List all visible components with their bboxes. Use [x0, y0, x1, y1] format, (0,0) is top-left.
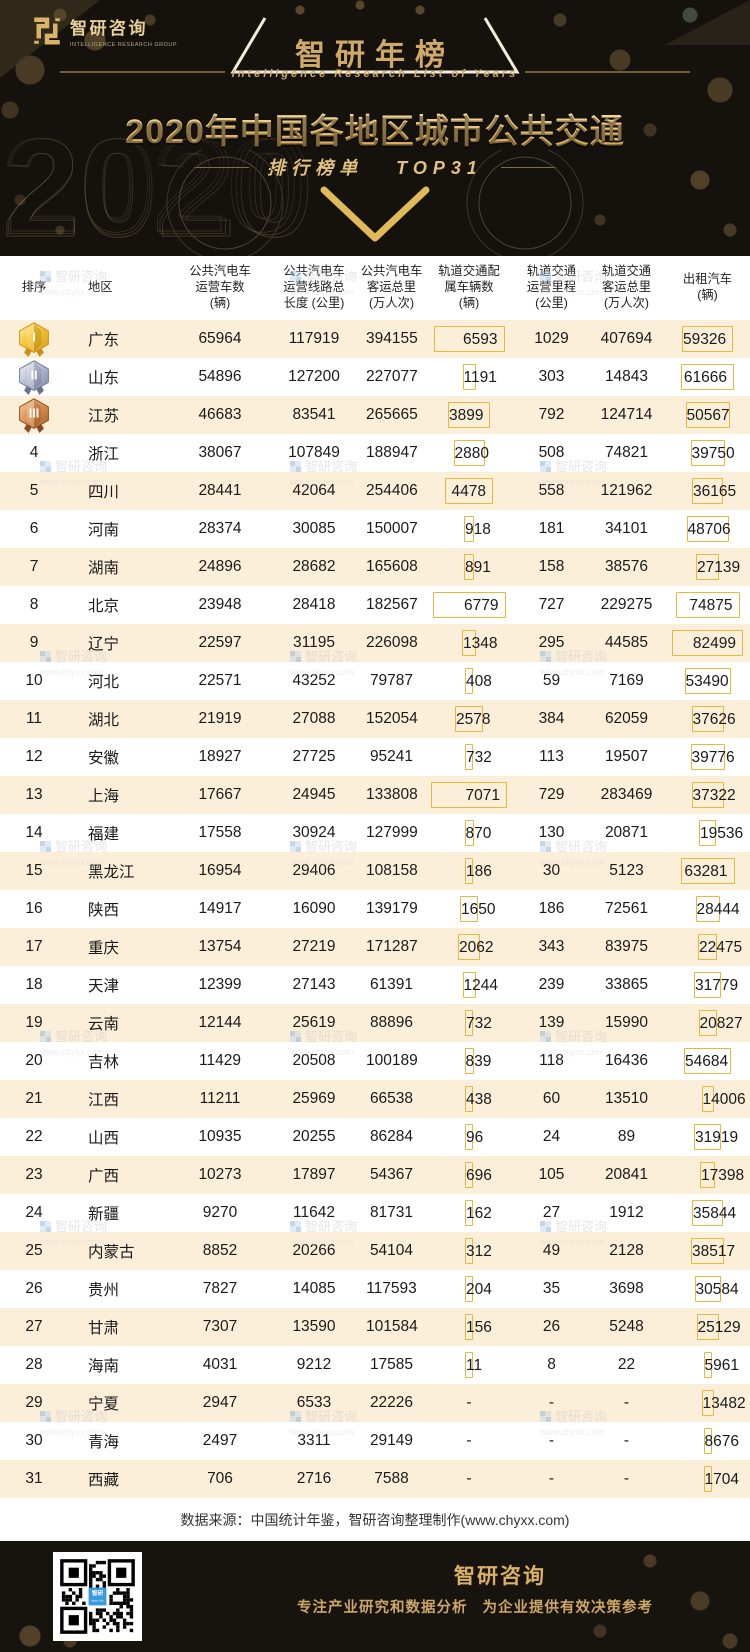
svg-text:chyxx. info: chyxx. info: [91, 1598, 104, 1602]
svg-text:II: II: [31, 369, 38, 383]
svg-text:III: III: [29, 407, 40, 421]
svg-text:I: I: [32, 331, 36, 345]
svg-text:智研: 智研: [92, 1589, 104, 1597]
